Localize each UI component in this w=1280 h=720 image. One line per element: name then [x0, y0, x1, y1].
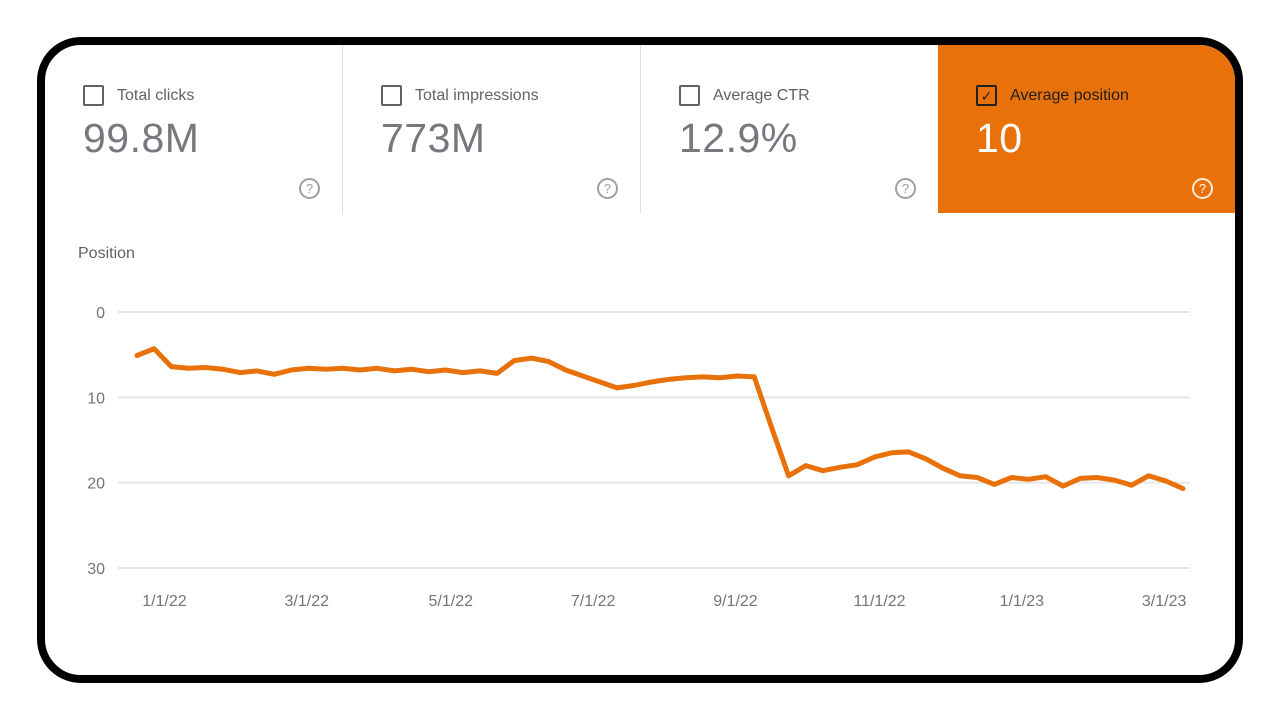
total-clicks-checkbox[interactable] [83, 85, 104, 106]
y-axis-tick-label: 0 [96, 305, 105, 322]
x-axis-tick-label: 11/1/22 [853, 593, 905, 610]
x-axis-tick-label: 3/1/23 [1142, 593, 1187, 610]
metric-head: Total clicks [83, 85, 318, 106]
average-position-checkbox[interactable]: ✓ [976, 85, 997, 106]
chart-title: Position [78, 245, 135, 262]
check-icon: ✓ [980, 87, 993, 104]
metric-value: 773M [381, 115, 486, 161]
metric-card-total-clicks[interactable]: Total clicks 99.8M ? [45, 45, 343, 213]
x-axis-tick-label: 7/1/22 [571, 593, 616, 610]
metric-label: Total impressions [415, 86, 539, 104]
help-icon[interactable]: ? [895, 178, 916, 199]
metric-head: Average CTR [679, 85, 914, 106]
x-axis-tick-label: 1/1/22 [142, 593, 187, 610]
metric-card-total-impressions[interactable]: Total impressions 773M ? [343, 45, 641, 213]
metric-label: Total clicks [117, 86, 195, 104]
y-axis-tick-label: 20 [87, 476, 105, 493]
metric-card-average-position[interactable]: ✓ Average position 10 ? [938, 45, 1235, 213]
metric-head: Total impressions [381, 85, 616, 106]
x-axis-tick-label: 3/1/22 [285, 593, 330, 610]
metrics-row: Total clicks 99.8M ? Total impressions 7… [45, 45, 1235, 213]
metric-value: 10 [976, 115, 1023, 161]
x-axis-tick-label: 1/1/23 [1000, 593, 1045, 610]
help-icon[interactable]: ? [1192, 178, 1213, 199]
x-axis-tick-label: 5/1/22 [429, 593, 474, 610]
position-chart: 0 10 20 30 1/1/22 3/1/22 5/1/22 7/1/22 9/1/22 11/… [87, 305, 1190, 610]
total-impressions-checkbox[interactable] [381, 85, 402, 106]
metric-card-average-ctr[interactable]: Average CTR 12.9% ? [641, 45, 938, 213]
report-card-inner: Total clicks 99.8M ? Total impressions 7… [45, 45, 1235, 675]
report-card: Total clicks 99.8M ? Total impressions 7… [37, 37, 1243, 683]
average-ctr-checkbox[interactable] [679, 85, 700, 106]
metric-label: Average CTR [713, 86, 810, 104]
metric-value: 12.9% [679, 115, 798, 161]
metric-value: 99.8M [83, 115, 200, 161]
metric-label: Average position [1010, 86, 1129, 104]
help-icon[interactable]: ? [597, 178, 618, 199]
y-axis-tick-label: 10 [87, 390, 105, 407]
position-line [134, 346, 1186, 492]
help-icon[interactable]: ? [299, 178, 320, 199]
x-axis-tick-label: 9/1/22 [713, 593, 758, 610]
metric-head: ✓ Average position [976, 85, 1211, 106]
y-axis-tick-label: 30 [87, 561, 105, 578]
